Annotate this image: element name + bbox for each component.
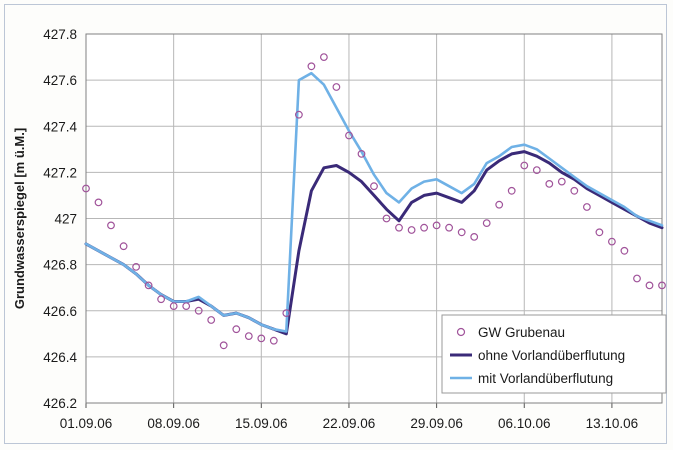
x-tick-label: 13.10.06 (586, 416, 639, 431)
data-point-0 (395, 223, 403, 232)
legend-label: GW Grubenau (478, 325, 565, 340)
data-point-0 (658, 281, 666, 290)
legend-label: mit Vorlandüberflutung (478, 371, 613, 386)
data-point-0 (432, 221, 441, 230)
data-point-0 (370, 182, 378, 191)
data-point-0 (545, 179, 554, 188)
y-tick-label: 427.8 (43, 27, 77, 42)
data-point-0 (132, 263, 141, 271)
data-point-0 (82, 184, 90, 193)
y-axis-title: Grundwasserspiegel [m ü.M.] (12, 128, 27, 309)
y-tick-label: 427.6 (43, 73, 77, 88)
data-point-0 (357, 149, 366, 158)
y-tick-label: 426.6 (43, 304, 77, 319)
data-point-0 (457, 228, 466, 237)
legend-marker (456, 327, 466, 337)
data-point-0 (182, 302, 191, 311)
y-tick-label: 426.4 (43, 350, 77, 365)
data-point-0 (345, 131, 353, 140)
data-point-0 (157, 295, 166, 304)
y-tick-label: 426.2 (43, 396, 77, 411)
data-point-0 (495, 200, 504, 209)
legend-box (441, 314, 667, 394)
data-point-0 (620, 246, 629, 255)
data-point-0 (144, 281, 153, 290)
data-point-0 (595, 228, 604, 237)
y-tick-label: 427.2 (43, 165, 77, 180)
data-point-0 (520, 161, 529, 170)
data-point-0 (107, 221, 115, 230)
data-point-0 (557, 177, 566, 186)
x-tick-label: 29.09.06 (410, 416, 463, 431)
data-point-0 (445, 223, 454, 232)
x-tick-label: 22.09.06 (323, 416, 376, 431)
data-point-0 (420, 223, 429, 232)
data-point-0 (570, 186, 579, 195)
data-point-0 (332, 83, 341, 91)
data-point-0 (282, 309, 291, 318)
x-tick-label: 08.09.06 (147, 416, 200, 431)
data-point-0 (382, 214, 391, 223)
data-point-0 (407, 226, 416, 234)
y-tick-label: 426.8 (43, 258, 77, 273)
data-point-0 (244, 332, 253, 341)
data-point-0 (583, 203, 591, 211)
data-point-0 (94, 198, 103, 207)
data-point-0 (232, 325, 241, 334)
data-point-0 (470, 232, 479, 241)
series-line-2 (84, 71, 664, 333)
data-point-0 (269, 336, 278, 345)
data-point-0 (645, 281, 654, 290)
data-point-0 (320, 53, 328, 61)
x-tick-label: 06.10.06 (498, 416, 551, 431)
x-tick-label: 01.09.06 (60, 416, 113, 431)
data-point-0 (507, 186, 516, 195)
y-tick-label: 427 (54, 212, 77, 227)
legend-label: ohne Vorlandüberflutung (478, 348, 625, 363)
data-point-0 (257, 334, 266, 343)
data-point-0 (219, 341, 228, 350)
data-point-0 (119, 242, 128, 251)
data-point-0 (532, 166, 541, 175)
x-tick-label: 15.09.06 (235, 416, 288, 431)
data-point-0 (194, 306, 203, 315)
data-point-0 (207, 316, 216, 324)
data-point-0 (169, 302, 178, 311)
data-point-0 (608, 237, 616, 246)
data-point-0 (633, 274, 641, 283)
plot-border (85, 33, 663, 404)
data-point-0 (307, 62, 316, 71)
y-tick-label: 427.4 (43, 119, 77, 134)
data-point-0 (295, 110, 303, 119)
data-point-0 (482, 219, 491, 228)
